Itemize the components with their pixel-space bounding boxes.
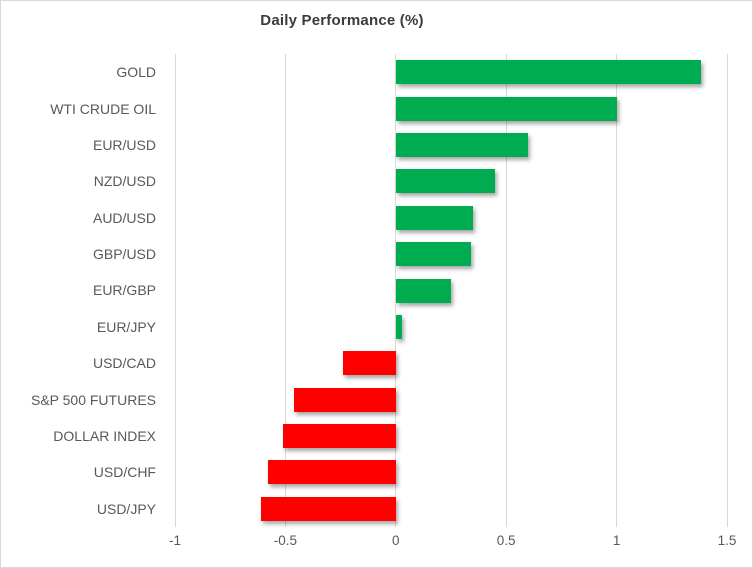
negative-bar <box>261 496 396 521</box>
category-label: USD/CHF <box>93 464 156 481</box>
gridline <box>726 54 728 527</box>
x-tick-label: -1 <box>168 533 181 548</box>
category-label: GBP/USD <box>92 246 156 263</box>
category-label: EUR/USD <box>92 136 156 153</box>
gridline <box>174 54 176 527</box>
category-label: USD/JPY <box>96 500 156 517</box>
category-label: EUR/JPY <box>96 318 156 335</box>
negative-bar <box>283 424 396 449</box>
positive-bar <box>395 169 496 194</box>
negative-bar <box>342 351 396 376</box>
gridline <box>616 54 618 527</box>
negative-bar <box>267 460 396 485</box>
positive-bar <box>395 242 471 267</box>
positive-bar <box>395 205 474 230</box>
category-label: EUR/GBP <box>92 282 156 299</box>
x-tick-label: 0 <box>392 533 400 548</box>
category-label: NZD/USD <box>93 173 156 190</box>
value-axis-labels: -1 -0.5 0 0.5 1 1.5 <box>1 533 752 553</box>
category-label: AUD/USD <box>92 209 156 226</box>
x-tick-label: 1.5 <box>717 533 737 548</box>
positive-bar <box>395 60 701 85</box>
category-axis-labels: GOLD WTI CRUDE OIL EUR/USD NZD/USD AUD/USD GB… <box>1 54 156 527</box>
gridline <box>284 54 286 527</box>
category-label: DOLLAR INDEX <box>53 428 156 445</box>
positive-bar <box>395 96 617 121</box>
category-label: GOLD <box>116 64 156 81</box>
positive-bar <box>395 132 529 157</box>
positive-bar <box>395 314 403 339</box>
x-tick-label: 1 <box>612 533 621 548</box>
category-label: USD/CAD <box>92 355 156 372</box>
x-tick-label: 0.5 <box>496 533 516 548</box>
x-tick-label: -0.5 <box>273 533 298 548</box>
gridline <box>505 54 507 527</box>
chart-title: Daily Performance (%) <box>260 12 424 29</box>
plot-area <box>174 54 728 527</box>
positive-bar <box>395 278 451 303</box>
category-label: S&P 500 FUTURES <box>30 391 156 408</box>
category-label: WTI CRUDE OIL <box>50 100 156 117</box>
negative-bar <box>294 387 396 412</box>
